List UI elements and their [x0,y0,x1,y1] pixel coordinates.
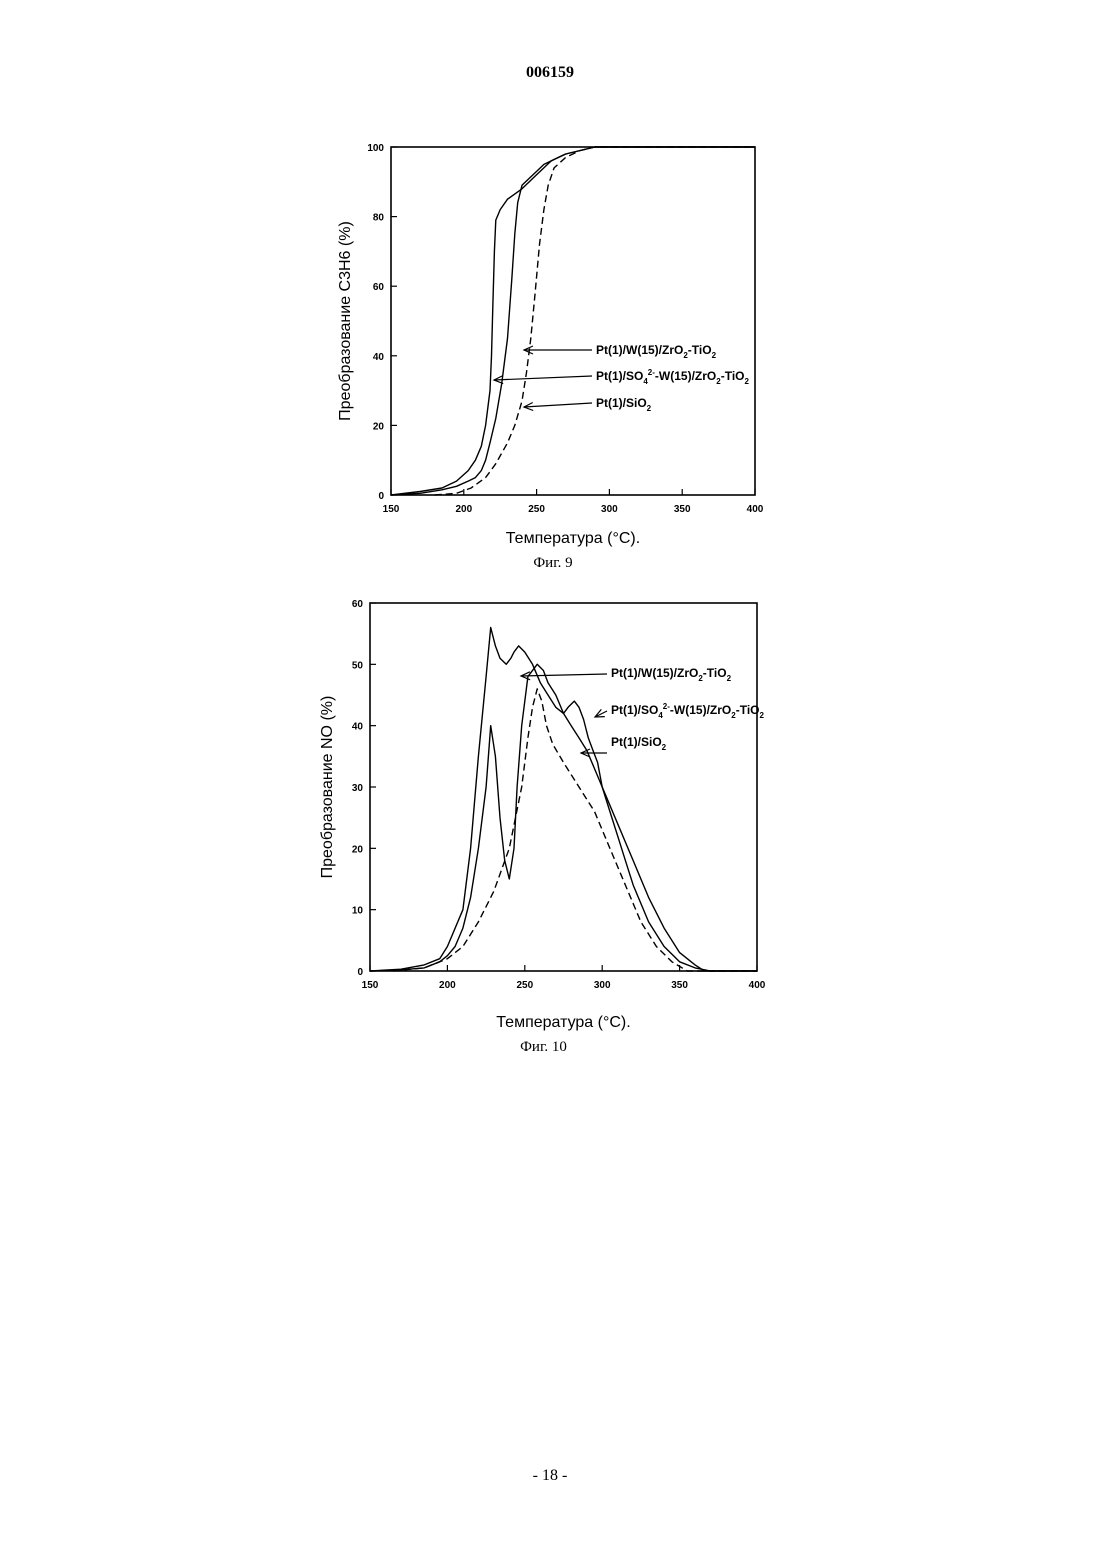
x-axis-label: Температура (°C). [506,530,640,547]
x-tick-label: 300 [601,504,618,515]
legend-arrow-1 [521,674,607,676]
y-tick-label: 100 [367,143,384,154]
y-tick-label: 80 [373,213,385,224]
y-tick-label: 0 [357,967,363,978]
y-tick-label: 60 [352,599,364,610]
x-axis-label: Температура (°C). [496,1014,630,1031]
plot-frame [391,147,755,495]
y-tick-label: 10 [352,906,364,917]
legend-arrow-3 [524,403,592,407]
x-tick-label: 400 [749,980,766,991]
y-tick-label: 30 [352,783,364,794]
y-axis-label: Преобразование C3H6 (%) [337,221,354,421]
y-tick-label: 40 [352,722,364,733]
x-tick-label: 150 [362,980,379,991]
x-tick-label: 250 [516,980,533,991]
figure-caption: Фиг. 9 [533,555,572,571]
legend-label-3: Pt(1)/SiO2 [596,396,652,413]
plot-frame [370,603,757,971]
series-line-3 [435,147,755,495]
x-tick-label: 150 [383,504,400,515]
chart-fig9: 150 200 250 300 350 400 0 20 40 60 80 100 Температур… [0,130,1100,570]
legend-label-1: Pt(1)/W(15)/ZrO2-TiO2 [611,666,732,683]
page-header: 006159 [0,64,1100,82]
series-line-2 [391,147,755,495]
x-tick-label: 300 [594,980,611,991]
x-tick-label: 200 [455,504,472,515]
y-tick-label: 0 [378,491,384,502]
series-line-1 [391,147,755,495]
legend-label-1: Pt(1)/W(15)/ZrO2-TiO2 [596,343,717,360]
y-axis-label: Преобразование NO (%) [319,696,336,879]
legend-label-3: Pt(1)/SiO2 [611,735,667,752]
chart-fig10: 150 200 250 300 350 400 0 10 20 30 40 50 60 Температу… [0,590,1100,1060]
figure-caption: Фиг. 10 [520,1039,567,1055]
legend-label-2: Pt(1)/SO42--W(15)/ZrO2-TiO2 [611,702,765,720]
x-tick-label: 250 [528,504,545,515]
x-tick-label: 350 [671,980,688,991]
x-tick-label: 350 [674,504,691,515]
y-tick-label: 20 [352,844,364,855]
x-tick-label: 400 [747,504,764,515]
y-tick-label: 20 [373,421,385,432]
y-tick-label: 60 [373,282,385,293]
legend-label-2: Pt(1)/SO42--W(15)/ZrO2-TiO2 [596,368,750,386]
y-tick-label: 40 [373,352,385,363]
page-footer: - 18 - [0,1467,1100,1485]
y-tick-label: 50 [352,660,364,671]
legend-arrow-2 [494,376,592,380]
x-tick-label: 200 [439,980,456,991]
